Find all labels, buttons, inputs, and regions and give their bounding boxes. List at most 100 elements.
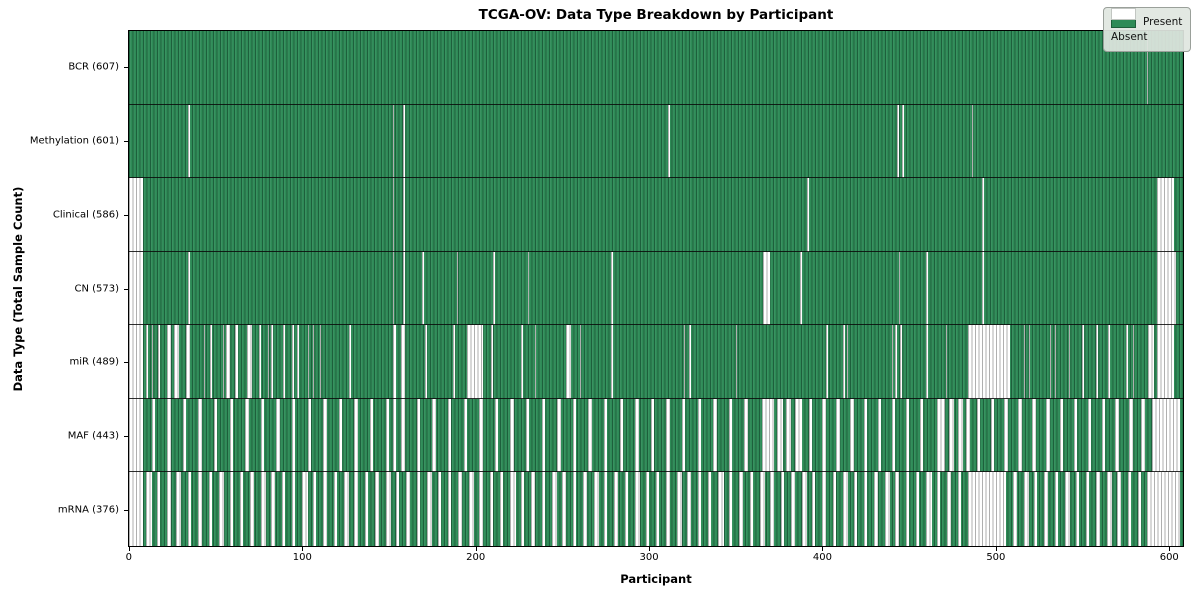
- absent-segment: [1065, 472, 1071, 546]
- legend-item-present: Present: [1111, 16, 1183, 28]
- xtick-mark: [302, 547, 303, 551]
- absent-segment: [1082, 325, 1085, 399]
- row-mrna: [129, 472, 1183, 546]
- absent-segment: [354, 472, 358, 546]
- absent-segment: [260, 472, 266, 546]
- legend-label-absent: Absent: [1111, 31, 1148, 43]
- ytick-label-maf: MAF (443): [67, 430, 119, 442]
- absent-segment: [926, 325, 929, 399]
- absent-segment: [697, 398, 702, 473]
- xtick-label-200: 200: [466, 552, 486, 563]
- absent-segment: [799, 251, 802, 326]
- absent-segment: [1101, 398, 1105, 473]
- absent-segment: [822, 398, 826, 473]
- xtick-label-300: 300: [639, 552, 659, 563]
- absent-segment: [432, 398, 436, 473]
- xtick-label-100: 100: [292, 552, 312, 563]
- absent-segment: [1085, 472, 1090, 546]
- absent-segment: [229, 472, 233, 546]
- absent-segment: [735, 325, 738, 399]
- absent-segment: [947, 472, 951, 546]
- absent-segment: [129, 251, 143, 326]
- absent-segment: [891, 325, 894, 399]
- absent-segment: [297, 325, 299, 399]
- absent-segment: [401, 398, 405, 473]
- absent-segment: [479, 398, 483, 473]
- absent-segment: [896, 104, 899, 179]
- absent-segment: [895, 472, 899, 546]
- absent-segment: [406, 472, 410, 546]
- absent-segment: [1018, 398, 1022, 473]
- absent-segment: [203, 325, 206, 399]
- absent-segment: [323, 472, 327, 546]
- absent-segment: [425, 325, 428, 399]
- absent-segment: [402, 251, 405, 326]
- absent-segment: [375, 472, 379, 546]
- absent-segment: [527, 251, 530, 326]
- absent-segment: [683, 325, 686, 399]
- x-axis-title: Participant: [620, 572, 692, 586]
- absent-segment: [402, 104, 405, 179]
- absent-segment: [898, 251, 901, 326]
- absent-segment: [1156, 325, 1175, 399]
- row-separator: [129, 324, 1183, 326]
- absent-segment: [307, 325, 310, 399]
- absent-segment: [421, 251, 424, 326]
- absent-segment: [259, 325, 261, 399]
- absent-segment: [850, 398, 854, 473]
- absent-segment: [1096, 472, 1100, 546]
- absent-segment: [1075, 472, 1079, 546]
- absent-segment: [971, 104, 974, 179]
- absent-segment: [614, 472, 618, 546]
- absent-segment: [900, 325, 903, 399]
- absent-segment: [129, 325, 143, 399]
- absent-segment: [187, 472, 192, 546]
- absent-segment: [760, 472, 766, 546]
- row-mir: [129, 325, 1183, 399]
- absent-segment: [364, 472, 369, 546]
- absent-segment: [534, 325, 537, 399]
- absent-segment: [1132, 325, 1135, 399]
- absent-segment: [226, 325, 230, 399]
- absent-segment: [541, 398, 546, 473]
- absent-segment: [349, 325, 351, 399]
- absent-segment: [936, 398, 946, 473]
- absent-segment: [936, 472, 941, 546]
- absent-segment: [453, 325, 455, 399]
- absent-segment: [531, 472, 535, 546]
- ytick-mark: [124, 436, 128, 437]
- absent-segment: [905, 472, 910, 546]
- row-separator: [129, 471, 1183, 473]
- absent-segment: [167, 325, 171, 399]
- absent-segment: [1032, 398, 1036, 473]
- absent-segment: [416, 472, 421, 546]
- absent-segment: [1115, 398, 1119, 473]
- absent-segment: [1106, 472, 1112, 546]
- xtick-label-400: 400: [812, 552, 832, 563]
- absent-segment: [603, 472, 608, 546]
- absent-segment: [990, 398, 995, 473]
- absent-segment: [777, 398, 783, 473]
- absent-segment: [588, 398, 592, 473]
- xtick-mark: [649, 547, 650, 551]
- absent-segment: [557, 398, 561, 473]
- absent-segment: [499, 472, 504, 546]
- absent-segment: [354, 398, 358, 473]
- absent-segment: [786, 398, 792, 473]
- absent-segment: [624, 472, 629, 546]
- absent-segment: [650, 398, 655, 473]
- absent-segment: [1108, 325, 1111, 399]
- absent-segment: [1054, 325, 1057, 399]
- absent-segment: [239, 472, 244, 546]
- absent-segment: [1125, 325, 1128, 399]
- absent-segment: [713, 398, 717, 473]
- absent-segment: [981, 251, 984, 326]
- absent-segment: [1127, 472, 1131, 546]
- absent-segment: [884, 472, 891, 546]
- absent-segment: [187, 251, 190, 326]
- absent-segment: [333, 472, 337, 546]
- absent-segment: [697, 472, 702, 546]
- absent-segment: [853, 472, 858, 546]
- absent-segment: [174, 325, 180, 399]
- absent-segment: [635, 472, 641, 546]
